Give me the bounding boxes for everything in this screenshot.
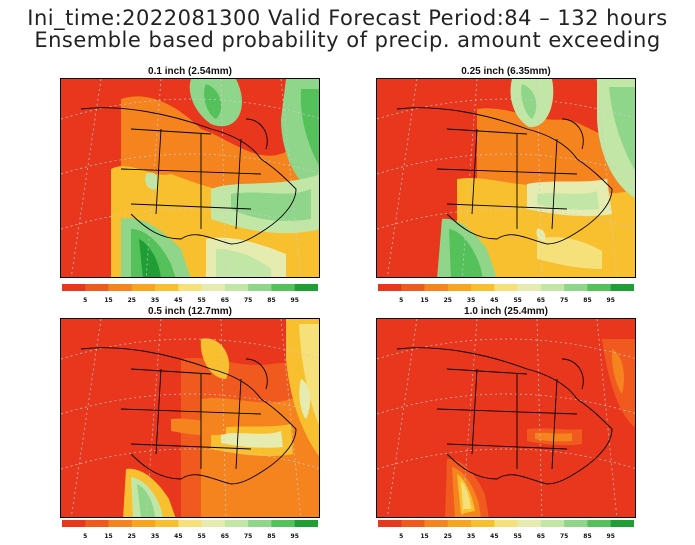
colorbar-swatch	[610, 520, 634, 527]
colorbar-label: 25	[444, 533, 452, 540]
colorbar-label: 65	[221, 297, 229, 304]
colorbar-swatch	[155, 520, 179, 527]
colorbar-label: 5	[399, 533, 403, 540]
colorbar-swatch	[62, 284, 86, 291]
colorbar-0.5-inch: 5 15 25 35 45 55 65 75 85 95	[62, 520, 318, 540]
map-panel-0.1-inch	[60, 78, 320, 278]
colorbar-swatch	[447, 284, 472, 291]
colorbar-swatch	[248, 284, 272, 291]
colorbar-swatch	[517, 520, 542, 527]
colorbar-swatch	[224, 284, 249, 291]
panel-title-0.5-inch: 0.5 inch (12.7mm)	[148, 306, 232, 317]
map-panel-0.25-inch	[376, 78, 636, 278]
colorbar-label: 25	[444, 297, 452, 304]
colorbar-label: 5	[399, 297, 403, 304]
colorbar-swatch	[178, 520, 202, 527]
colorbar-swatch	[271, 284, 296, 291]
colorbar-swatch	[131, 520, 156, 527]
colorbar-label: 95	[607, 297, 615, 304]
colorbar-swatch	[178, 284, 202, 291]
colorbar-label: 85	[267, 533, 275, 540]
colorbar-0.25-inch: 5 15 25 35 45 55 65 75 85 95	[378, 284, 634, 304]
colorbar-label: 85	[583, 297, 591, 304]
colorbar-label: 35	[151, 297, 159, 304]
colorbar-label: 75	[244, 533, 252, 540]
colorbar-swatch	[108, 520, 133, 527]
colorbar-label: 55	[197, 533, 205, 540]
colorbar-label: 35	[467, 297, 475, 304]
colorbar-swatch	[201, 520, 226, 527]
panel-title-1.0-inch: 1.0 inch (25.4mm)	[464, 306, 548, 317]
colorbar-swatch	[294, 284, 318, 291]
colorbar-label: 5	[83, 533, 87, 540]
figure-subtitle: Ensemble based probability of precip. am…	[34, 28, 661, 52]
colorbar-swatch	[447, 520, 472, 527]
colorbar-label: 15	[420, 533, 428, 540]
colorbar-swatch	[517, 284, 542, 291]
colorbar-swatch	[471, 284, 495, 291]
colorbar-label: 65	[221, 533, 229, 540]
colorbar-label: 85	[583, 533, 591, 540]
colorbar-label: 95	[291, 533, 299, 540]
colorbar-label: 45	[174, 297, 182, 304]
colorbar-label: 95	[607, 533, 615, 540]
colorbar-swatch	[564, 520, 588, 527]
colorbar-swatch	[424, 520, 449, 527]
colorbar-swatch	[401, 284, 425, 291]
colorbar-label: 45	[490, 297, 498, 304]
colorbar-swatch	[401, 520, 425, 527]
colorbar-swatch	[294, 520, 318, 527]
colorbar-label: 15	[420, 297, 428, 304]
colorbar-1.0-inch: 5 15 25 35 45 55 65 75 85 95	[378, 520, 634, 540]
colorbar-swatch	[424, 284, 449, 291]
colorbar-label: 35	[467, 533, 475, 540]
colorbar-label: 5	[83, 297, 87, 304]
panel-title-0.1-inch: 0.1 inch (2.54mm)	[148, 66, 232, 77]
colorbar-label: 75	[244, 297, 252, 304]
colorbar-swatch	[378, 284, 402, 291]
colorbar-label: 55	[197, 297, 205, 304]
map-panel-1.0-inch	[376, 318, 636, 518]
colorbar-swatch	[564, 284, 588, 291]
colorbar-swatch	[540, 520, 565, 527]
colorbar-swatch	[108, 284, 133, 291]
colorbar-label: 45	[174, 533, 182, 540]
colorbar-label: 35	[151, 533, 159, 540]
colorbar-label: 85	[267, 297, 275, 304]
colorbar-swatch	[248, 520, 272, 527]
colorbar-swatch	[85, 284, 109, 291]
colorbar-swatch	[587, 520, 612, 527]
colorbar-0.1-inch: 5 15 25 35 45 55 65 75 85 95	[62, 284, 318, 304]
colorbar-label: 75	[560, 533, 568, 540]
colorbar-swatch	[62, 520, 86, 527]
panel-title-0.25-inch: 0.25 inch (6.35mm)	[461, 66, 551, 77]
colorbar-label: 95	[291, 297, 299, 304]
colorbar-label: 65	[537, 533, 545, 540]
colorbar-label: 65	[537, 297, 545, 304]
colorbar-swatch	[471, 520, 495, 527]
colorbar-swatch	[271, 520, 296, 527]
colorbar-label: 55	[513, 297, 521, 304]
colorbar-swatch	[587, 284, 612, 291]
colorbar-label: 45	[490, 533, 498, 540]
colorbar-swatch	[155, 284, 179, 291]
colorbar-label: 55	[513, 533, 521, 540]
colorbar-swatch	[201, 284, 226, 291]
colorbar-swatch	[378, 520, 402, 527]
colorbar-swatch	[85, 520, 109, 527]
colorbar-swatch	[494, 284, 518, 291]
colorbar-label: 15	[104, 297, 112, 304]
colorbar-label: 25	[128, 533, 136, 540]
figure-title: Ini_time:2022081300 Valid Forecast Perio…	[27, 6, 668, 30]
colorbar-swatch	[494, 520, 518, 527]
colorbar-swatch	[540, 284, 565, 291]
colorbar-swatch	[224, 520, 249, 527]
colorbar-swatch	[610, 284, 634, 291]
colorbar-swatch	[131, 284, 156, 291]
map-panel-0.5-inch	[60, 318, 320, 518]
colorbar-label: 15	[104, 533, 112, 540]
colorbar-label: 25	[128, 297, 136, 304]
colorbar-label: 75	[560, 297, 568, 304]
